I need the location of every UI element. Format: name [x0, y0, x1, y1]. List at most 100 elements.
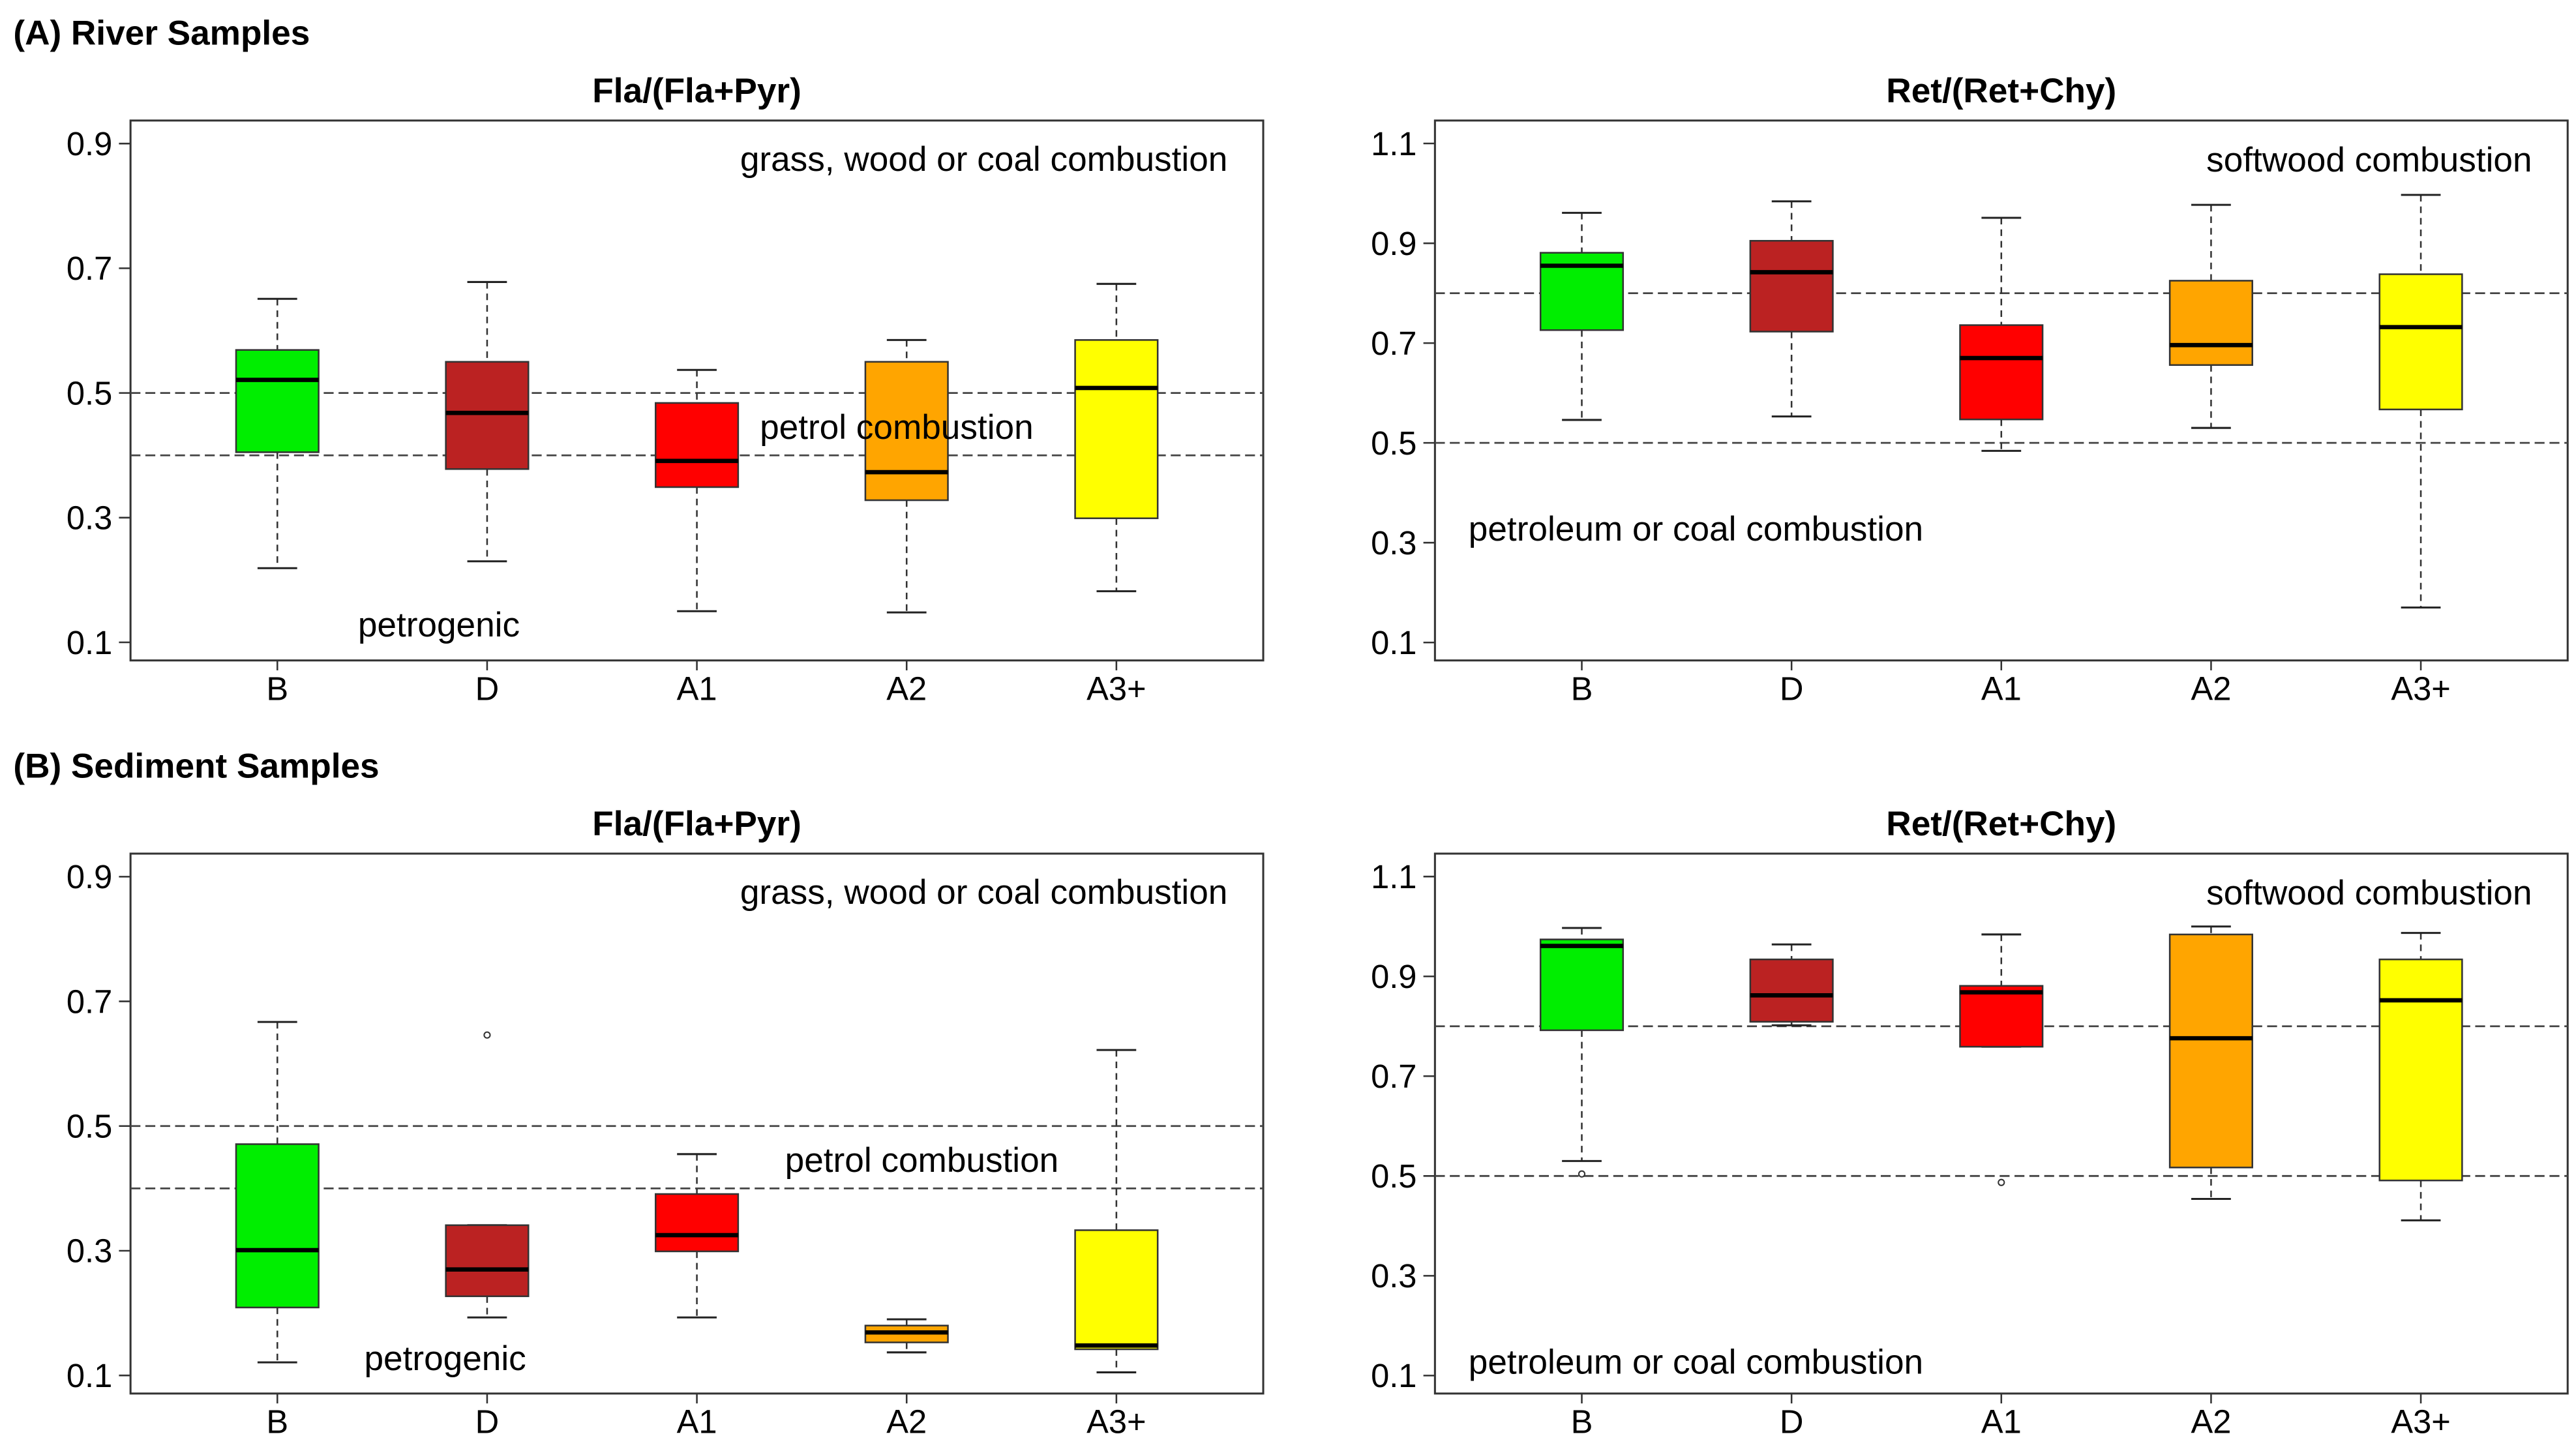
box-iqr	[445, 361, 530, 470]
chart-title: Fla/(Fla+Pyr)	[592, 72, 801, 110]
box-iqr	[1959, 324, 2044, 421]
chart-title: Ret/(Ret+Chy)	[1886, 805, 2116, 843]
y-tick-label: 0.7	[67, 250, 112, 287]
box-A2	[864, 1318, 949, 1354]
x-tick-label: A1	[677, 670, 717, 708]
y-tick-label: 0.1	[1371, 1357, 1416, 1394]
y-tick-label: 0.7	[1371, 1058, 1416, 1095]
x-tick-label: A1	[1981, 1403, 2022, 1441]
box-iqr	[655, 402, 740, 488]
box-A3+	[2378, 932, 2463, 1221]
annotation-label: softwood combustion	[2206, 874, 2532, 912]
x-tick-label: A2	[886, 1403, 927, 1441]
box-A3+	[2378, 194, 2463, 609]
box-A2	[864, 338, 949, 614]
chart-title: Fla/(Fla+Pyr)	[592, 805, 801, 843]
box-iqr	[655, 1193, 740, 1253]
box-iqr	[1074, 339, 1159, 520]
chart-panel: Fla/(Fla+Pyr) 0.1 0.3 0.5 0.7 0.9 B D A1 A2 A3+ gra…	[67, 805, 1265, 1441]
x-tick-label: A2	[886, 670, 927, 708]
y-tick-label: 0.5	[67, 374, 112, 411]
box-B	[1539, 927, 1625, 1178]
y-tick-label: 0.9	[1371, 958, 1416, 995]
x-tick-label: A1	[677, 1403, 717, 1441]
box-iqr	[2168, 933, 2253, 1169]
y-tick-label: 1.1	[1371, 125, 1416, 162]
y-tick-label: 0.1	[67, 1357, 112, 1394]
box-B	[235, 1021, 320, 1364]
annotation-label: grass, wood or coal combustion	[740, 873, 1228, 912]
y-tick-label: 0.3	[67, 500, 112, 537]
x-tick-label: B	[1571, 670, 1593, 708]
box-iqr	[864, 361, 949, 501]
y-tick-label: 0.7	[67, 983, 112, 1020]
y-tick-label: 1.1	[1371, 858, 1416, 895]
box-D	[445, 1031, 530, 1319]
annotation-label: petrol combustion	[760, 408, 1034, 447]
annotation-label: petrol combustion	[785, 1141, 1059, 1180]
x-tick-label: A1	[1981, 670, 2022, 708]
box-iqr	[1959, 985, 2044, 1048]
box-iqr	[235, 349, 320, 453]
y-tick-label: 0.9	[1371, 225, 1416, 262]
section-title-b: (B) Sediment Samples	[13, 747, 379, 786]
y-tick-label: 0.3	[67, 1232, 112, 1270]
x-tick-label: B	[266, 670, 288, 708]
annotation-label: petroleum or coal combustion	[1469, 510, 1923, 548]
box-iqr	[445, 1224, 530, 1298]
box-B	[235, 297, 320, 569]
outlier-point	[483, 1031, 491, 1039]
box-D	[445, 280, 530, 563]
box-A1	[1959, 217, 2044, 452]
box-B	[1539, 211, 1625, 421]
x-tick-label: A3+	[1086, 1403, 1146, 1441]
annotation-label: petrogenic	[358, 606, 520, 644]
box-A3+	[1074, 1049, 1159, 1373]
box-D	[1749, 943, 1834, 1026]
chart-title: Ret/(Ret+Chy)	[1886, 72, 2116, 110]
x-tick-label: D	[1780, 1403, 1804, 1441]
chart-panel: Ret/(Ret+Chy) 0.1 0.3 0.5 0.7 0.9 1.1 B D A1 A2 A3+…	[1371, 805, 2569, 1441]
box-iqr	[2378, 273, 2463, 411]
y-tick-label: 0.5	[1371, 425, 1416, 462]
x-tick-label: B	[1571, 1403, 1593, 1441]
y-tick-label: 0.5	[67, 1108, 112, 1145]
box-iqr	[235, 1143, 320, 1309]
box-A1	[655, 1153, 740, 1319]
x-tick-label: A2	[2191, 1403, 2231, 1441]
box-iqr	[2168, 280, 2253, 366]
annotation-label: softwood combustion	[2206, 141, 2532, 179]
x-tick-label: D	[475, 1403, 500, 1441]
box-iqr	[1749, 958, 1834, 1023]
y-tick-label: 0.9	[67, 125, 112, 162]
x-tick-label: B	[266, 1403, 288, 1441]
box-iqr	[2378, 958, 2463, 1182]
x-tick-label: A3+	[2391, 1403, 2451, 1441]
annotation-label: petrogenic	[364, 1339, 526, 1378]
chart-panel: Fla/(Fla+Pyr) 0.1 0.3 0.5 0.7 0.9 B D A1 A2 A3+ gra…	[67, 72, 1265, 708]
y-tick-label: 0.1	[1371, 624, 1416, 661]
chart-panel: Ret/(Ret+Chy) 0.1 0.3 0.5 0.7 0.9 1.1 B D A1 A2 A3+…	[1371, 72, 2569, 708]
x-tick-label: D	[475, 670, 500, 708]
annotation-label: grass, wood or coal combustion	[740, 140, 1228, 179]
section-title-a: (A) River Samples	[13, 14, 310, 52]
y-tick-label: 0.7	[1371, 325, 1416, 362]
box-A1	[655, 368, 740, 612]
x-tick-label: D	[1780, 670, 1804, 708]
y-tick-label: 0.3	[1371, 1257, 1416, 1294]
box-A1	[1959, 933, 2044, 1186]
outlier-point	[1578, 1170, 1586, 1178]
y-tick-label: 0.1	[67, 624, 112, 661]
y-tick-label: 0.3	[1371, 524, 1416, 561]
outlier-point	[1998, 1178, 2005, 1186]
box-iqr	[1749, 239, 1834, 333]
box-A2	[2168, 203, 2253, 429]
box-A3+	[1074, 282, 1159, 593]
x-tick-label: A3+	[2391, 670, 2451, 708]
box-iqr	[1539, 938, 1625, 1032]
x-tick-label: A3+	[1086, 670, 1146, 708]
chart-panels: Fla/(Fla+Pyr) 0.1 0.3 0.5 0.7 0.9 B D A1 A2 A3+ gra…	[67, 72, 2569, 1441]
annotation-label: petroleum or coal combustion	[1469, 1343, 1923, 1381]
box-A2	[2168, 925, 2253, 1201]
